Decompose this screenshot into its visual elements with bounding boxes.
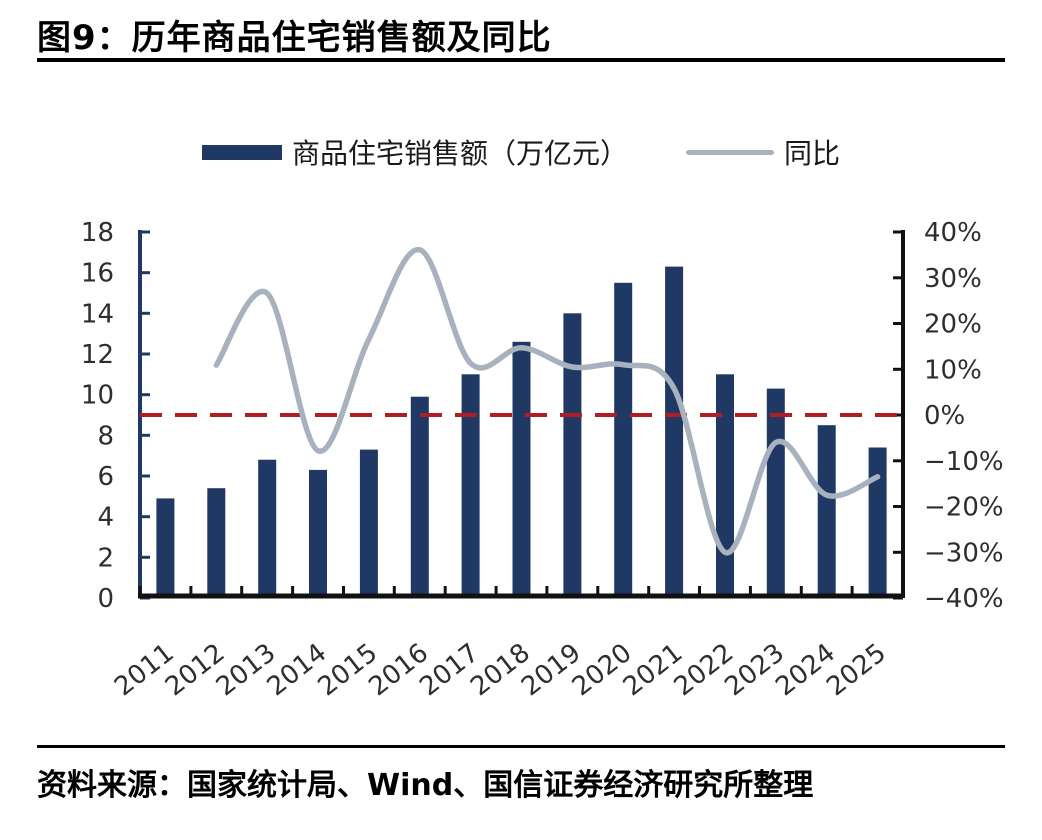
bar-2025 [868,447,887,598]
x-tick-label-2015: 2015 [313,638,384,702]
right-tick-label: 10% [924,355,982,385]
left-tick-label: 0 [97,584,114,614]
right-tick-label: 0% [924,401,965,431]
x-axis: 2011201220132014201520162017201820192020… [109,586,905,702]
bar-series-label: 商品住宅销售额（万亿元） [291,137,628,170]
right-tick-label: 40% [924,218,982,248]
x-tick-label-2012: 2012 [160,638,231,702]
yoy-line [213,247,881,556]
right-tick-label: 20% [924,310,982,340]
bar-2012 [207,488,226,598]
x-tick-label-2016: 2016 [363,638,434,702]
bar-2011 [156,498,175,598]
chart-legend: 商品住宅销售额（万亿元） 同比 [0,132,1042,172]
x-tick-label-2023: 2023 [719,638,790,702]
x-tick-label-2022: 2022 [669,638,740,702]
figure-title: 图9：历年商品住宅销售额及同比 [37,18,552,58]
right-tick-label: −30% [924,538,1004,568]
legend-item-bars: 商品住宅销售额（万亿元） [201,132,628,172]
bars-group [156,266,887,598]
footer-rule [37,745,1005,748]
bar-2022 [716,374,734,598]
legend-item-line: 同比 [686,132,840,172]
bar-2015 [359,449,378,598]
left-tick-label: 6 [97,462,114,492]
x-tick-label-2018: 2018 [465,638,536,702]
line-series-swatch [686,149,774,155]
left-tick-label: 4 [97,503,114,533]
x-tick-label-2020: 2020 [567,638,638,702]
right-tick-label: −10% [924,447,1004,477]
x-tick-label-2019: 2019 [516,638,587,702]
bar-2023 [766,388,785,598]
left-tick-label: 12 [81,340,114,370]
left-tick-label: 2 [97,543,114,573]
source-note: 资料来源：国家统计局、Wind、国信证券经济研究所整理 [37,768,814,803]
bar-2020 [614,282,633,598]
right-tick-label: −40% [924,584,1004,614]
left-tick-label: 18 [81,218,114,248]
bar-2024 [817,425,836,598]
left-axis: 18 16 14 12 10 8 6 4 2 0 [81,218,150,614]
bar-series-swatch [201,144,282,160]
x-tick-label-2024: 2024 [770,638,841,702]
bar-2013 [258,459,277,598]
right-axis: 40% 30% 20% 10% 0% −10% −20% −30% −40% [893,218,1004,614]
x-tick-label-2025: 2025 [821,638,892,702]
x-tick-label-2017: 2017 [414,638,485,702]
bar-2017 [461,374,480,598]
left-tick-label: 8 [97,421,114,451]
title-underline [37,58,1005,62]
left-tick-label: 10 [81,381,114,411]
bar-2018 [512,341,531,598]
right-tick-label: −20% [924,493,1004,523]
left-tick-label: 14 [81,299,114,329]
left-tick-label: 16 [81,259,114,289]
bar-2021 [665,266,684,598]
bar-2016 [410,396,429,598]
right-tick-label: 30% [924,264,982,294]
x-tick-label-2013: 2013 [211,638,282,702]
x-tick-label-2011: 2011 [109,638,180,702]
bar-2014 [309,469,327,598]
x-tick-label-2014: 2014 [262,638,333,702]
bar-2019 [563,313,582,598]
line-series-label: 同比 [784,137,841,170]
x-tick-label-2021: 2021 [618,638,689,702]
